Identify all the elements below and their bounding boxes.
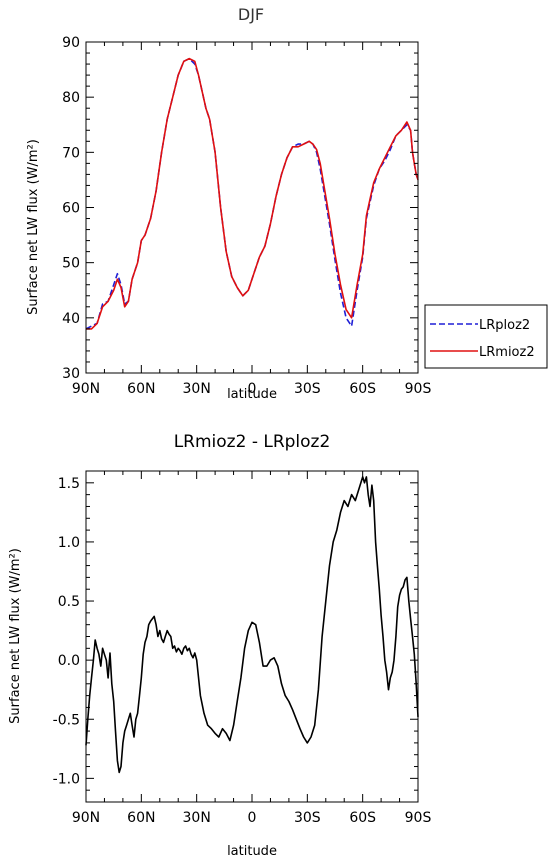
top-ytick-label: 40 xyxy=(62,311,80,327)
bottom-ytick-label: -0.5 xyxy=(53,712,80,728)
top-y-axis-label: Surface net LW flux (W/m²) xyxy=(26,139,41,315)
bottom-xtick-label: 30N xyxy=(183,810,211,826)
legend-box xyxy=(424,304,548,369)
legend: LRploz2 LRmioz2 xyxy=(424,304,548,369)
bottom-xtick-label: 90N xyxy=(72,810,100,826)
bottom-series-line-difference xyxy=(85,476,419,774)
top-series-line-lrploz2 xyxy=(85,57,419,330)
bottom-ytick-label: 0.5 xyxy=(58,594,80,610)
bottom-xtick-label: 0 xyxy=(248,810,257,826)
top-xtick-label: 60S xyxy=(349,381,376,397)
bottom-ytick-label: 1.5 xyxy=(58,476,80,492)
top-xtick-label: 60N xyxy=(127,381,155,397)
bottom-ytick-label: 0.0 xyxy=(58,653,80,669)
top-ytick-label: 80 xyxy=(62,90,80,106)
top-xtick-label: 90S xyxy=(405,381,432,397)
bottom-chart-title: LRmioz2 - LRploz2 xyxy=(174,432,331,452)
top-ytick-label: 90 xyxy=(62,35,80,51)
top-panel: DJF 30 40 50 60 70 80 90 90N 60N 30N 0 30S 60S 90S la… xyxy=(26,5,431,402)
top-xtick-label: 30S xyxy=(294,381,321,397)
bottom-ticks-group: -1.0 -0.5 0.0 0.5 1.0 1.5 90N 60N 30N 0 30S 60S 90S xyxy=(53,470,432,826)
bottom-xtick-label: 90S xyxy=(405,810,432,826)
top-chart-title: DJF xyxy=(238,5,264,24)
top-ytick-label: 70 xyxy=(62,145,80,161)
bottom-xtick-label: 60S xyxy=(349,810,376,826)
top-x-axis-label: latitude xyxy=(227,387,277,402)
bottom-x-axis-label: latitude xyxy=(227,844,277,859)
bottom-xtick-label: 60N xyxy=(127,810,155,826)
bottom-y-axis-label: Surface net LW flux (W/m²) xyxy=(8,548,23,724)
legend-label-lrploz2: LRploz2 xyxy=(479,318,530,333)
bottom-panel: LRmioz2 - LRploz2 -1.0 -0.5 0.0 0.5 1.0 1.5 90… xyxy=(8,432,431,859)
top-ticks-group: 30 40 50 60 70 80 90 90N 60N 30N 0 30S 60S 90S xyxy=(62,35,431,397)
top-series-line-lrmioz2 xyxy=(86,57,419,330)
top-xtick-label: 0 xyxy=(248,381,257,397)
top-series-group xyxy=(85,57,419,330)
bottom-xtick-label: 30S xyxy=(294,810,321,826)
top-ytick-label: 30 xyxy=(62,366,80,382)
top-ytick-label: 50 xyxy=(62,256,80,272)
bottom-series-group xyxy=(85,476,419,774)
top-xtick-label: 90N xyxy=(72,381,100,397)
top-ytick-label: 60 xyxy=(62,201,80,217)
top-xtick-label: 30N xyxy=(183,381,211,397)
bottom-ytick-label: -1.0 xyxy=(53,771,80,787)
bottom-plot-frame xyxy=(85,470,419,803)
legend-label-lrmioz2: LRmioz2 xyxy=(479,345,535,360)
bottom-ytick-label: 1.0 xyxy=(58,535,80,551)
